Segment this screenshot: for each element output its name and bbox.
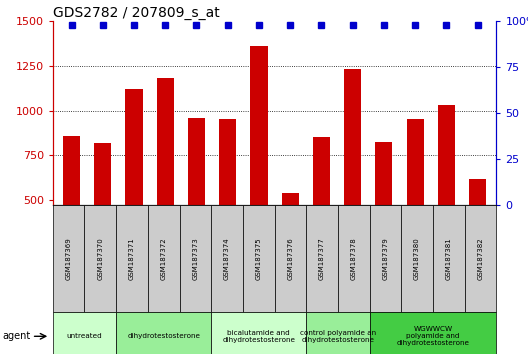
Bar [219, 119, 237, 289]
Text: GSM187382: GSM187382 [477, 237, 484, 280]
Text: GSM187372: GSM187372 [161, 237, 167, 280]
Text: GDS2782 / 207809_s_at: GDS2782 / 207809_s_at [53, 6, 220, 20]
Bar [375, 142, 392, 289]
Text: GSM187379: GSM187379 [382, 237, 389, 280]
Text: GSM187375: GSM187375 [256, 237, 262, 280]
Text: bicalutamide and
dihydrotestosterone: bicalutamide and dihydrotestosterone [222, 330, 295, 343]
Text: GSM187370: GSM187370 [97, 237, 103, 280]
Text: GSM187378: GSM187378 [351, 237, 357, 280]
Text: GSM187369: GSM187369 [65, 237, 72, 280]
Text: dihydrotestosterone: dihydrotestosterone [127, 333, 200, 339]
Bar [250, 46, 268, 289]
Bar [188, 118, 205, 289]
Text: GSM187371: GSM187371 [129, 237, 135, 280]
Bar [281, 193, 299, 289]
Text: GSM187373: GSM187373 [192, 237, 199, 280]
Bar [63, 136, 80, 289]
Bar [126, 89, 143, 289]
Bar [344, 69, 361, 289]
Bar [469, 179, 486, 289]
Text: GSM187377: GSM187377 [319, 237, 325, 280]
Text: GSM187376: GSM187376 [287, 237, 294, 280]
Text: WGWWCW
polyamide and
dihydrotestosterone: WGWWCW polyamide and dihydrotestosterone [397, 326, 469, 346]
Bar [407, 119, 423, 289]
Bar [438, 105, 455, 289]
Bar [94, 143, 111, 289]
Text: agent: agent [3, 331, 31, 341]
Text: GSM187381: GSM187381 [446, 237, 452, 280]
Bar [157, 78, 174, 289]
Text: control polyamide an
dihydrotestosterone: control polyamide an dihydrotestosterone [300, 330, 376, 343]
Bar [313, 137, 330, 289]
Text: GSM187380: GSM187380 [414, 237, 420, 280]
Text: GSM187374: GSM187374 [224, 237, 230, 280]
Text: untreated: untreated [67, 333, 102, 339]
